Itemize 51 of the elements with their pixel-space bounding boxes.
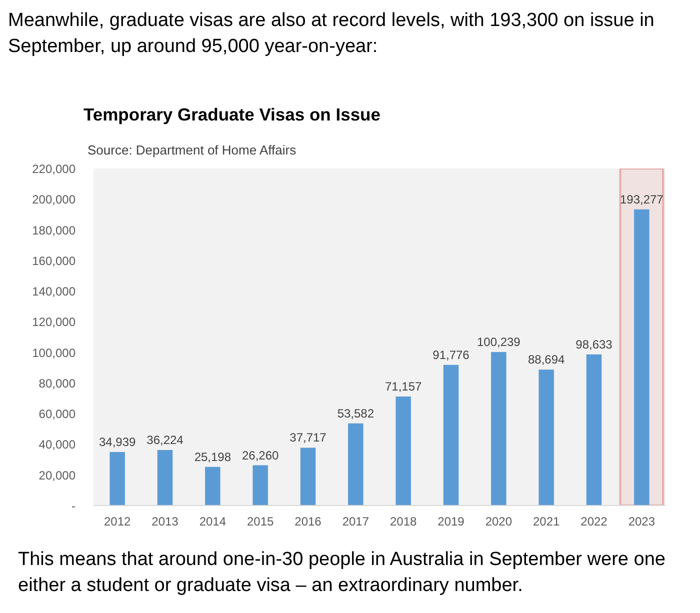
y-tick-label: 20,000 xyxy=(38,468,76,482)
y-tick-label: 180,000 xyxy=(32,223,76,238)
x-tick-label: 2016 xyxy=(294,514,322,528)
data-label: 53,582 xyxy=(337,406,374,420)
data-label: 25,198 xyxy=(194,450,232,464)
x-tick-label: 2020 xyxy=(485,514,512,528)
x-tick-label: 2017 xyxy=(342,514,370,528)
x-tick-label: 2014 xyxy=(199,514,226,528)
bar xyxy=(157,450,173,506)
x-tick-label: 2015 xyxy=(246,514,274,528)
bar xyxy=(396,396,411,506)
x-tick-label: 2012 xyxy=(104,514,132,528)
x-tick-label: 2019 xyxy=(438,514,465,528)
bar xyxy=(110,452,125,506)
bar xyxy=(586,354,602,506)
data-label: 26,260 xyxy=(242,448,280,462)
y-tick-label: 60,000 xyxy=(38,407,76,422)
y-tick-label: 220,000 xyxy=(32,162,76,176)
data-label: 100,239 xyxy=(476,334,521,349)
bar xyxy=(205,466,220,506)
chart-subtitle: Source: Department of Home Affairs xyxy=(88,142,297,158)
data-label: 88,694 xyxy=(528,352,566,367)
text: This means that around one-in-30 people in Australia in September were one either a student or graduate visa – an extraordinary number. xyxy=(18,548,666,598)
y-tick-label: 140,000 xyxy=(32,284,76,299)
x-tick-label: 2013 xyxy=(152,514,179,528)
bar xyxy=(300,448,316,506)
y-tick-label: 120,000 xyxy=(32,315,76,330)
data-label: 193,277 xyxy=(620,192,664,206)
bar xyxy=(348,423,364,506)
y-tick-label: 40,000 xyxy=(38,438,76,452)
data-label: 36,224 xyxy=(146,433,184,448)
bar xyxy=(252,465,268,506)
x-tick-label: 2021 xyxy=(532,514,560,528)
data-label: 98,633 xyxy=(576,337,613,352)
y-tick-label: 80,000 xyxy=(38,376,76,390)
y-tick-label: 160,000 xyxy=(32,254,76,268)
data-label: 91,776 xyxy=(432,348,470,362)
bar xyxy=(538,370,554,506)
data-label: 37,717 xyxy=(290,430,327,445)
text: Meanwhile, graduate visas are also at record levels, with 193,300 on issue in September, up around 95,000 year-on-year: xyxy=(8,9,656,59)
bar xyxy=(443,364,459,506)
data-label: 34,939 xyxy=(98,434,136,449)
data-label: 71,157 xyxy=(384,380,422,394)
bar xyxy=(491,352,506,506)
x-tick-label: 2018 xyxy=(390,514,418,528)
x-tick-label: 2023 xyxy=(628,514,656,528)
y-tick-label: 200,000 xyxy=(32,192,76,207)
x-tick-label: 2022 xyxy=(580,514,608,528)
chart-title: Temporary Graduate Visas on Issue xyxy=(84,104,381,124)
y-tick-label: 100,000 xyxy=(32,346,76,360)
y-tick-label: - xyxy=(72,499,76,513)
